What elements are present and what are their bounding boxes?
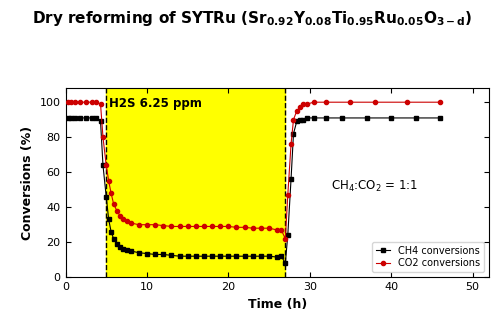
CO2 conversions: [108, 191, 114, 195]
Text: Dry reforming of SYTRu (Sr$_\mathregular{0.92}$Y$_\mathregular{0.08}$Ti$_\mathre: Dry reforming of SYTRu (Sr$_\mathregular…: [32, 9, 472, 28]
CH4 conversions: [136, 251, 142, 255]
Y-axis label: Conversions (%): Conversions (%): [21, 126, 34, 240]
CO2 conversions: [437, 100, 443, 104]
CH4 conversions: [241, 254, 247, 258]
CO2 conversions: [65, 100, 71, 104]
Line: CO2 conversions: CO2 conversions: [66, 100, 442, 241]
Text: H2S 6.25 ppm: H2S 6.25 ppm: [109, 97, 203, 110]
Legend: CH4 conversions, CO2 conversions: CH4 conversions, CO2 conversions: [372, 242, 484, 272]
CO2 conversions: [119, 218, 125, 221]
Line: CH4 conversions: CH4 conversions: [66, 116, 442, 265]
CO2 conversions: [282, 237, 288, 241]
CO2 conversions: [404, 100, 410, 104]
Text: CH$_4$:CO$_2$ = 1:1: CH$_4$:CO$_2$ = 1:1: [332, 179, 418, 194]
CO2 conversions: [123, 219, 130, 223]
CH4 conversions: [184, 254, 191, 258]
CH4 conversions: [65, 116, 71, 120]
CO2 conversions: [278, 228, 284, 232]
CH4 conversions: [258, 254, 264, 258]
CO2 conversions: [258, 226, 264, 230]
CH4 conversions: [282, 261, 288, 265]
CH4 conversions: [364, 116, 370, 120]
X-axis label: Time (h): Time (h): [247, 298, 307, 311]
CH4 conversions: [83, 116, 89, 120]
CH4 conversions: [437, 116, 443, 120]
Bar: [106, 88, 285, 277]
